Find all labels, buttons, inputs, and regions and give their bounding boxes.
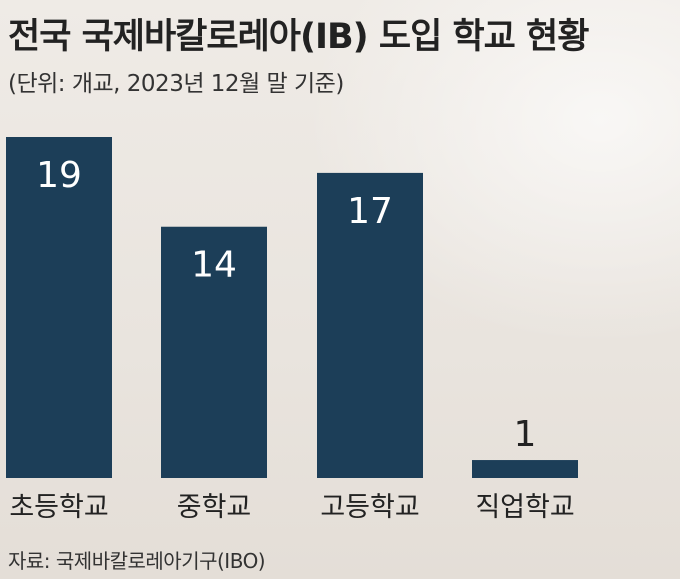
bar-value-label: 14 <box>191 245 237 286</box>
bar-value-label: 17 <box>347 191 393 232</box>
chart-subtitle: (단위: 개교, 2023년 12월 말 기준) <box>8 71 344 97</box>
category-label: 직업학교 <box>475 492 574 523</box>
bar-2 <box>161 226 267 478</box>
chart-title: 전국 국제바칼로레아(IB) 도입 학교 현황 <box>8 17 589 57</box>
category-label: 고등학교 <box>320 492 419 523</box>
bar-3 <box>317 172 423 479</box>
bar-1 <box>6 137 112 478</box>
source-note: 자료: 국제바칼로레아기구(IBO) <box>8 549 266 573</box>
category-label: 중학교 <box>177 492 252 523</box>
category-label: 초등학교 <box>9 492 108 523</box>
bar-value-label: 19 <box>36 155 82 196</box>
bar-4 <box>472 460 578 478</box>
bar-value-label: 1 <box>514 414 537 455</box>
